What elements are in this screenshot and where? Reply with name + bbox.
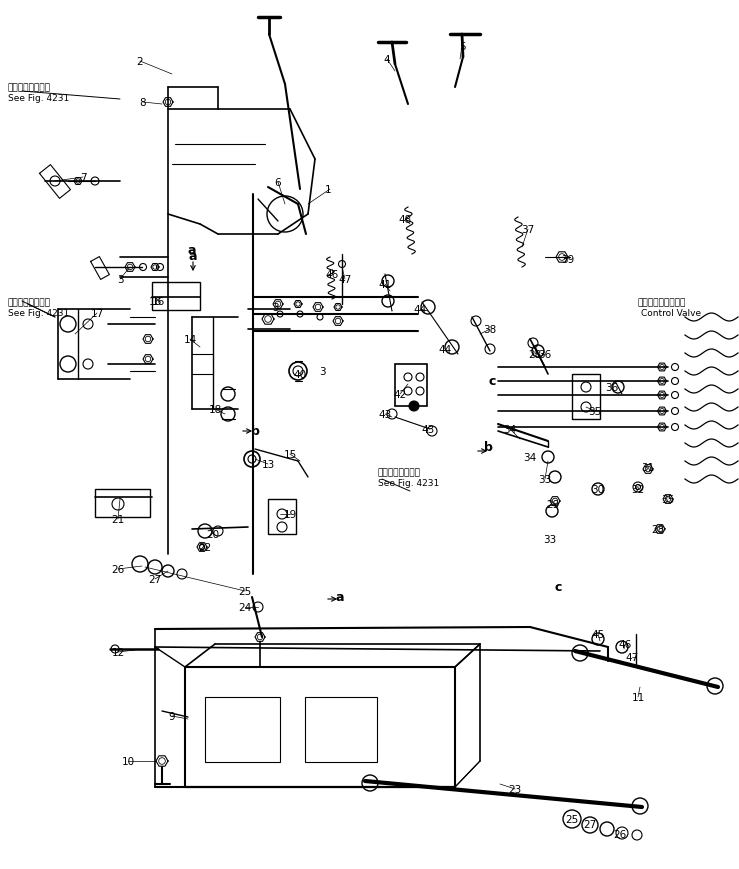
Text: 25: 25 (239, 587, 251, 596)
Text: 第４２３１図参照: 第４２３１図参照 (8, 298, 51, 307)
Bar (268, 500, 296, 534)
Text: 4: 4 (384, 55, 390, 65)
Text: 16: 16 (149, 296, 162, 307)
Text: 28: 28 (528, 349, 542, 360)
Text: 46: 46 (619, 640, 632, 649)
Text: 28: 28 (651, 524, 664, 534)
Text: a: a (188, 250, 197, 263)
Bar (395, 365, 427, 407)
Text: 38: 38 (483, 325, 497, 335)
Text: 36: 36 (605, 382, 619, 393)
Text: See Fig. 4231: See Fig. 4231 (8, 94, 69, 103)
Text: b: b (483, 441, 492, 454)
Text: 33: 33 (539, 474, 551, 484)
Text: 46: 46 (325, 269, 338, 280)
Text: 16: 16 (151, 296, 165, 307)
Text: 44: 44 (413, 305, 426, 315)
Text: See Fig. 4231: See Fig. 4231 (8, 308, 69, 318)
Text: 35: 35 (661, 494, 675, 504)
Text: 3: 3 (272, 302, 279, 313)
Circle shape (409, 401, 419, 412)
Text: 43: 43 (421, 425, 435, 434)
Bar (305, 697, 377, 762)
Text: 第４２３１図参照: 第４２３１図参照 (378, 468, 421, 476)
Text: 22: 22 (198, 542, 211, 553)
Text: 33: 33 (543, 534, 556, 544)
Text: 14: 14 (183, 335, 197, 345)
Text: 27: 27 (583, 819, 596, 829)
Text: 26: 26 (112, 564, 125, 574)
Text: a: a (336, 591, 344, 604)
Text: c: c (488, 375, 496, 388)
Text: 8: 8 (140, 98, 146, 108)
Text: 2: 2 (137, 57, 143, 67)
Text: 31: 31 (641, 462, 655, 473)
Text: Control Valve: Control Valve (641, 308, 701, 318)
Bar (205, 697, 280, 762)
Text: 18: 18 (208, 405, 222, 415)
Text: 21: 21 (112, 514, 125, 524)
Text: 11: 11 (631, 693, 644, 702)
Text: 17: 17 (90, 308, 103, 319)
Text: a: a (188, 243, 197, 256)
Bar (572, 375, 600, 420)
Text: 47: 47 (338, 275, 352, 285)
Text: 48: 48 (398, 215, 412, 225)
Text: 3: 3 (319, 367, 325, 376)
Bar (152, 282, 200, 310)
Text: 24: 24 (239, 602, 251, 613)
Text: 6: 6 (275, 178, 282, 188)
Text: 5: 5 (459, 42, 466, 52)
Text: 35: 35 (588, 407, 602, 416)
Text: 27: 27 (149, 574, 162, 584)
Bar (95, 489, 150, 517)
Text: 37: 37 (522, 225, 534, 235)
Text: 13: 13 (262, 460, 275, 469)
Text: 40: 40 (293, 369, 307, 380)
Text: 47: 47 (625, 653, 638, 662)
Text: 15: 15 (283, 449, 296, 460)
Text: 36: 36 (539, 349, 551, 360)
Text: 41: 41 (378, 280, 392, 289)
Text: 10: 10 (121, 756, 134, 766)
Text: 12: 12 (112, 647, 125, 657)
Text: コントロールバルブ: コントロールバルブ (638, 298, 687, 307)
Text: 44: 44 (438, 345, 452, 355)
Text: 第４２３１図参照: 第４２３１図参照 (8, 83, 51, 92)
Text: 26: 26 (613, 829, 627, 839)
Text: 19: 19 (283, 509, 296, 520)
Text: c: c (554, 580, 562, 594)
Text: 43: 43 (378, 409, 392, 420)
Text: 20: 20 (206, 529, 219, 540)
Text: 32: 32 (631, 484, 644, 494)
Text: 45: 45 (591, 629, 605, 640)
Text: 23: 23 (508, 784, 522, 794)
Text: 1: 1 (324, 185, 331, 195)
Text: 9: 9 (168, 711, 175, 721)
Text: 7: 7 (80, 173, 86, 182)
Text: 25: 25 (565, 814, 579, 824)
Text: 42: 42 (393, 389, 406, 400)
Text: 30: 30 (591, 484, 605, 494)
Text: b: b (251, 425, 259, 438)
Text: 34: 34 (503, 425, 517, 434)
Text: 34: 34 (523, 453, 537, 462)
Text: 3: 3 (117, 275, 123, 285)
Text: See Fig. 4231: See Fig. 4231 (378, 479, 439, 488)
Text: 39: 39 (562, 255, 575, 265)
Text: 29: 29 (546, 500, 559, 509)
